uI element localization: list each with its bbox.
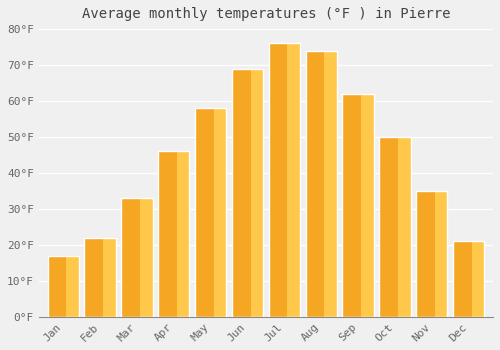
Bar [177,151,190,317]
Bar [361,94,374,317]
Bar [268,43,300,317]
Bar [268,43,287,317]
Bar [453,241,484,317]
Bar [398,137,410,317]
Bar [195,108,226,317]
Bar [158,151,190,317]
Bar [288,43,300,317]
Bar [122,198,140,317]
Title: Average monthly temperatures (°F ) in Pierre: Average monthly temperatures (°F ) in Pi… [82,7,450,21]
Bar [342,94,361,317]
Bar [66,256,79,317]
Bar [122,198,152,317]
Bar [324,51,337,317]
Bar [306,51,337,317]
Bar [453,241,472,317]
Bar [232,69,250,317]
Bar [416,191,448,317]
Bar [84,238,116,317]
Bar [48,256,66,317]
Bar [306,51,324,317]
Bar [416,191,435,317]
Bar [380,137,410,317]
Bar [84,238,103,317]
Bar [140,198,152,317]
Bar [158,151,177,317]
Bar [103,238,116,317]
Bar [472,241,484,317]
Bar [380,137,398,317]
Bar [48,256,79,317]
Bar [435,191,448,317]
Bar [232,69,263,317]
Bar [214,108,226,317]
Bar [195,108,214,317]
Bar [250,69,263,317]
Bar [342,94,374,317]
